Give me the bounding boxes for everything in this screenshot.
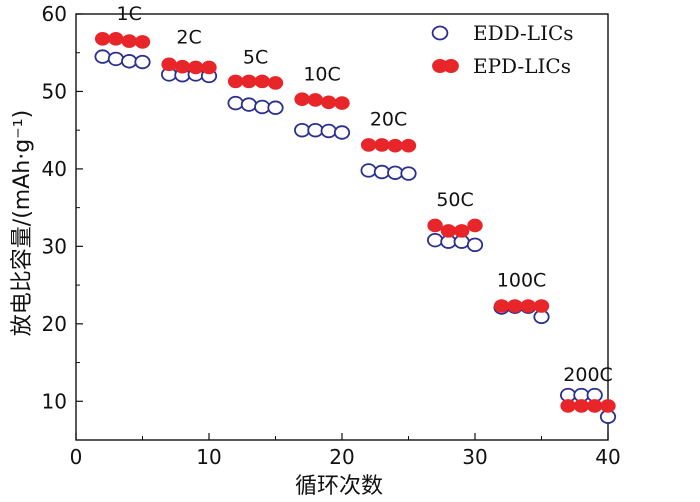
series-layer [94, 31, 617, 424]
epd-data-point [334, 96, 350, 110]
edd-data-point [387, 165, 404, 180]
series-edd-lics [94, 49, 617, 424]
epd-data-point [227, 74, 244, 89]
x-tick-label: 10 [196, 445, 221, 469]
edd-data-point [267, 100, 284, 115]
edd-data-point [293, 122, 311, 138]
y-axis-label: 放电比容量/(mAh·g⁻¹) [10, 110, 35, 336]
epd-data-point [94, 31, 111, 46]
epd-data-point [400, 138, 417, 153]
legend: EDD-LICs EPD-LICs [431, 21, 574, 78]
rate-label: 5C [243, 47, 268, 69]
legend-marker-edd [431, 25, 449, 41]
rate-label-layer: 1C 2C 5C 10C 20C 50C 100C 200C [117, 3, 613, 386]
epd-data-point [241, 74, 257, 89]
x-tick-label: 30 [462, 445, 487, 469]
rate-label: 2C [176, 26, 201, 48]
y-tick-label: 10 [42, 389, 67, 413]
edd-data-point [426, 232, 444, 248]
epd-data-point [493, 299, 510, 313]
rate-label: 50C [436, 189, 473, 211]
rate-label: 20C [370, 109, 407, 131]
epd-data-point [307, 93, 324, 107]
y-tick-label: 30 [42, 234, 67, 258]
epd-data-point [188, 60, 204, 75]
epd-data-point [560, 399, 576, 413]
epd-data-point [587, 399, 603, 413]
legend-label-edd: EDD-LICs [473, 21, 574, 45]
epd-data-point [600, 399, 616, 413]
epd-data-point [161, 57, 177, 72]
epd-data-point [520, 299, 536, 313]
edd-data-point [240, 97, 257, 112]
rate-label: 1C [117, 3, 142, 25]
epd-data-point [533, 299, 550, 313]
edd-data-point [227, 95, 244, 111]
edd-data-point [307, 122, 324, 138]
epd-data-point [573, 399, 590, 413]
edd-data-point [400, 166, 417, 181]
epd-data-point [374, 138, 390, 152]
x-tick-label: 0 [70, 445, 83, 469]
epd-data-point [387, 138, 403, 153]
rate-label: 200C [563, 364, 613, 386]
y-tick-label: 50 [42, 79, 67, 103]
edd-data-point [121, 54, 138, 69]
epd-data-point [121, 34, 137, 48]
epd-data-point [507, 299, 523, 313]
rate-label: 10C [303, 64, 340, 86]
epd-data-point [267, 76, 284, 90]
edd-data-point [333, 125, 351, 140]
edd-data-point [134, 54, 151, 70]
edd-data-point [107, 51, 125, 67]
edd-data-point [320, 123, 337, 139]
epd-data-point [467, 218, 483, 233]
epd-data-point [454, 224, 470, 238]
x-tick-label: 40 [595, 445, 620, 469]
legend-marker-epd-pair [443, 59, 459, 73]
edd-data-point [254, 99, 271, 115]
rate-label: 100C [497, 270, 547, 292]
epd-data-point [108, 31, 124, 46]
edd-data-point [94, 49, 111, 64]
tick-layer: 0 10 20 30 40 10 20 30 40 50 60 [42, 2, 621, 469]
x-tick-label: 20 [329, 445, 354, 469]
y-tick-label: 20 [42, 312, 67, 336]
legend-label-epd: EPD-LICs [473, 54, 571, 78]
epd-data-point [174, 59, 191, 74]
x-axis-label: 循环次数 [295, 474, 383, 499]
series-epd-lics [94, 31, 616, 413]
edd-data-point [373, 164, 390, 180]
epd-data-point [360, 138, 377, 152]
epd-data-point [294, 92, 310, 106]
epd-data-point [134, 35, 151, 49]
edd-data-point [466, 237, 484, 253]
y-tick-label: 40 [42, 157, 67, 181]
epd-data-point [201, 60, 217, 75]
epd-data-point [427, 218, 443, 233]
edd-data-point [360, 163, 377, 178]
epd-data-point [440, 224, 457, 238]
y-tick-label: 60 [42, 2, 67, 26]
epd-data-point [254, 74, 270, 89]
epd-data-point [321, 95, 337, 110]
